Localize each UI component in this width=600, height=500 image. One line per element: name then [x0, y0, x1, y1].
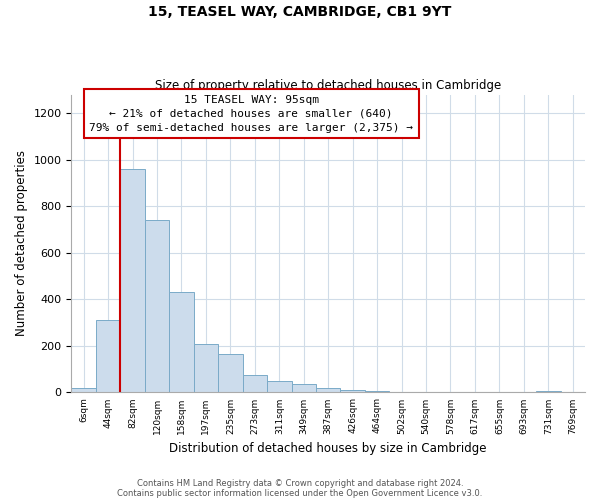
- Text: Contains HM Land Registry data © Crown copyright and database right 2024.: Contains HM Land Registry data © Crown c…: [137, 478, 463, 488]
- Y-axis label: Number of detached properties: Number of detached properties: [15, 150, 28, 336]
- Bar: [267, 381, 292, 392]
- Bar: [536, 390, 560, 392]
- Bar: [340, 390, 365, 392]
- Text: 15, TEASEL WAY, CAMBRIDGE, CB1 9YT: 15, TEASEL WAY, CAMBRIDGE, CB1 9YT: [148, 5, 452, 19]
- Bar: [71, 388, 96, 392]
- Bar: [96, 320, 121, 392]
- Bar: [169, 292, 194, 392]
- Bar: [242, 375, 267, 392]
- Bar: [121, 169, 145, 392]
- Bar: [316, 388, 340, 392]
- X-axis label: Distribution of detached houses by size in Cambridge: Distribution of detached houses by size …: [169, 442, 487, 455]
- Title: Size of property relative to detached houses in Cambridge: Size of property relative to detached ho…: [155, 79, 502, 92]
- Text: 15 TEASEL WAY: 95sqm
← 21% of detached houses are smaller (640)
79% of semi-deta: 15 TEASEL WAY: 95sqm ← 21% of detached h…: [89, 94, 413, 132]
- Text: Contains public sector information licensed under the Open Government Licence v3: Contains public sector information licen…: [118, 488, 482, 498]
- Bar: [218, 354, 242, 393]
- Bar: [194, 344, 218, 392]
- Bar: [145, 220, 169, 392]
- Bar: [292, 384, 316, 392]
